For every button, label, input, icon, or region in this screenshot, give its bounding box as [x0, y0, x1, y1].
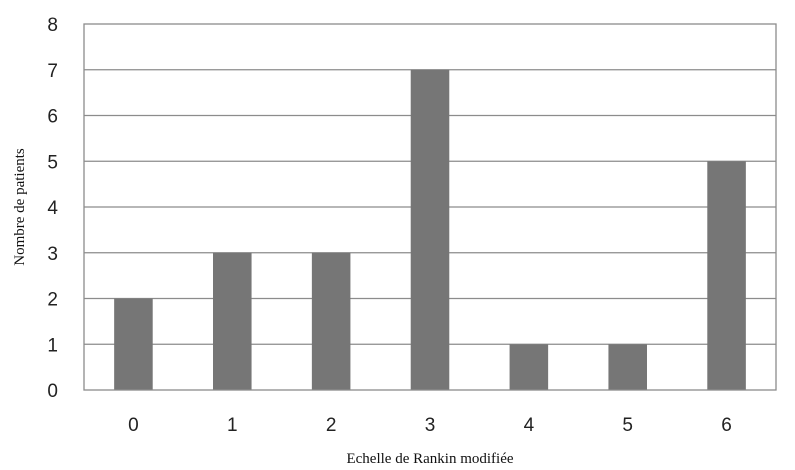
bar-2 — [311, 252, 351, 390]
bar-0 — [114, 298, 153, 390]
x-tick-label: 0 — [128, 415, 139, 436]
y-tick-label: 2 — [47, 290, 58, 311]
bar-3 — [410, 69, 450, 390]
bar-1 — [213, 252, 252, 390]
x-tick-label: 6 — [721, 415, 732, 436]
y-tick-label: 1 — [47, 335, 58, 356]
plot-area-frame — [83, 23, 777, 391]
y-axis-title: Nombre de patients — [12, 148, 28, 266]
y-tick-label: 5 — [47, 152, 58, 173]
y-tick-label: 4 — [47, 198, 58, 219]
y-tick-label: 8 — [47, 15, 58, 36]
bar-4 — [509, 344, 549, 390]
y-tick-label: 7 — [47, 61, 58, 82]
x-axis-ticks: 0 1 2 3 4 5 6 — [128, 415, 732, 436]
x-tick-label: 1 — [227, 415, 238, 436]
x-axis-title: Echelle de Rankin modifiée — [346, 451, 513, 467]
bar-6 — [707, 161, 746, 390]
x-tick-label: 3 — [425, 415, 436, 436]
bars — [114, 69, 746, 390]
x-tick-label: 5 — [622, 415, 633, 436]
y-axis-ticks: 0 1 2 3 4 5 6 7 8 — [47, 15, 58, 402]
y-tick-label: 0 — [47, 381, 58, 402]
y-tick-label: 6 — [47, 107, 58, 128]
bar-5 — [608, 344, 647, 390]
x-tick-label: 2 — [326, 415, 337, 436]
x-tick-label: 4 — [524, 415, 535, 436]
y-tick-label: 3 — [47, 244, 58, 265]
